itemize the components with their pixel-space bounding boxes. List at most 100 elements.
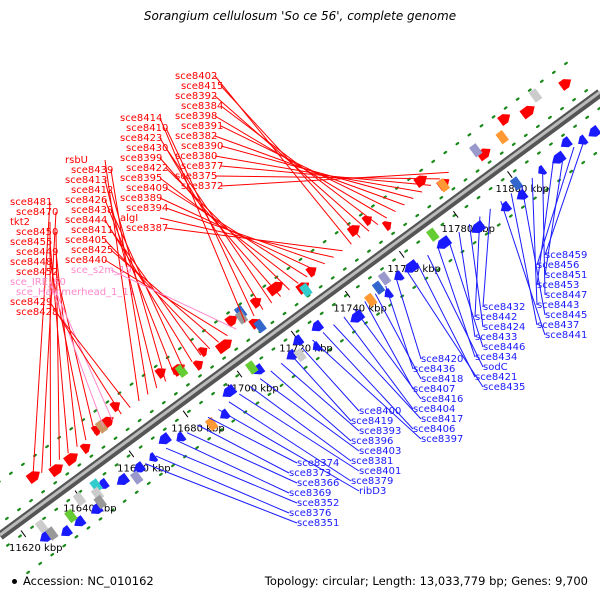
forward-gene-arrow xyxy=(48,464,63,478)
forward-gene-label: sce8390 xyxy=(181,141,223,152)
reverse-gene-label: sce8434 xyxy=(475,352,517,363)
feature-block xyxy=(371,280,386,295)
forward-label-leader xyxy=(220,171,449,187)
reverse-gene-arrow xyxy=(560,136,573,148)
forward-gene-label: sce8429 xyxy=(10,297,52,308)
feature-block xyxy=(45,526,59,541)
accession-text: Accession: NC_010162 xyxy=(12,574,154,588)
forward-gene-label: sce8389 xyxy=(120,193,162,204)
reverse-label-leader xyxy=(521,185,546,316)
reverse-gene-arrow xyxy=(436,235,453,249)
forward-gene-label: sce8455 xyxy=(10,237,52,248)
feature-block xyxy=(64,508,78,524)
reverse-gene-label: sce8456 xyxy=(537,260,579,271)
scale-tick xyxy=(20,530,27,538)
feature-block xyxy=(299,282,313,298)
forward-gene-label: sce8423 xyxy=(120,133,162,144)
reverse-gene-arrow xyxy=(588,125,600,137)
forward-label-leader xyxy=(49,261,87,441)
reverse-gene-arrow xyxy=(538,165,548,175)
forward-label-leader xyxy=(165,207,326,265)
feature-block xyxy=(509,176,524,191)
reverse-gene-arrow xyxy=(149,452,159,462)
reverse-label-leader xyxy=(165,447,298,504)
reverse-gene-label: sce8369 xyxy=(289,488,331,499)
forward-label-leader xyxy=(159,117,246,323)
reverse-gene-label: sodC xyxy=(483,362,508,373)
reverse-label-leader xyxy=(186,432,298,484)
feature-block xyxy=(426,227,440,242)
forward-label-leader xyxy=(110,269,237,330)
forward-label-leader xyxy=(220,125,396,213)
feature-block xyxy=(34,519,49,534)
reverse-gene-label: sce8436 xyxy=(413,364,455,375)
forward-gene-label: sce8438 xyxy=(71,205,113,216)
forward-gene-arrow xyxy=(192,360,204,371)
forward-gene-label: algI xyxy=(120,213,138,224)
reverse-gene-arrow xyxy=(176,431,187,442)
scale-tick-label: 11620 kbp xyxy=(9,543,62,554)
reverse-label-leader xyxy=(270,370,352,442)
feature-block xyxy=(245,360,259,375)
forward-gene-label: sce8409 xyxy=(126,183,168,194)
feature-block xyxy=(469,143,483,158)
reverse-gene-arrow xyxy=(311,319,325,332)
forward-gene-arrow xyxy=(519,105,535,120)
feature-block xyxy=(72,491,87,507)
reverse-label-leader xyxy=(312,339,422,440)
reverse-label-leader xyxy=(249,385,352,462)
reverse-gene-label: sce8419 xyxy=(351,416,393,427)
reverse-gene-label: sce8393 xyxy=(359,426,401,437)
reverse-gene-arrow xyxy=(133,461,146,473)
reverse-gene-label: sce8443 xyxy=(537,300,579,311)
reverse-gene-label: sce8451 xyxy=(545,270,587,281)
reverse-label-leader xyxy=(468,224,484,328)
feature-block xyxy=(364,292,378,308)
forward-label-leader xyxy=(104,159,140,402)
diagram-title: Sorangium cellulosum 'So ce 56', complet… xyxy=(143,9,457,23)
reverse-label-leader xyxy=(531,177,538,306)
reverse-gene-arrow xyxy=(292,334,305,346)
forward-label-leader xyxy=(104,199,175,376)
reverse-gene-label: sce8406 xyxy=(413,424,455,435)
forward-gene-label: sce8405 xyxy=(65,235,107,246)
forward-gene-arrow xyxy=(497,114,511,126)
forward-label-leader xyxy=(49,281,105,428)
forward-gene-arrow xyxy=(361,215,372,227)
forward-gene-label: sce8398 xyxy=(175,111,217,122)
scale-tick xyxy=(398,250,405,258)
reverse-label-leader xyxy=(544,139,585,256)
reverse-label-leader xyxy=(448,239,484,348)
reverse-gene-label: sce8374 xyxy=(297,458,339,469)
reverse-label-leader xyxy=(500,200,546,336)
forward-gene-label: sce8430 xyxy=(126,143,168,154)
forward-label-leader xyxy=(104,259,228,337)
forward-gene-label: sce_IRE_60 xyxy=(10,277,66,288)
reverse-label-leader xyxy=(542,170,546,296)
reverse-label-leader xyxy=(536,162,554,286)
forward-gene-arrow xyxy=(79,443,91,455)
reverse-label-leader xyxy=(155,455,290,514)
forward-gene-label: sce8448 xyxy=(10,257,52,268)
forward-gene-label: sce8481 xyxy=(10,197,52,208)
reverse-label-leader xyxy=(176,439,290,494)
scale-tick xyxy=(507,170,513,179)
feature-block xyxy=(89,478,103,493)
reverse-gene-label: sce8407 xyxy=(413,384,455,395)
reverse-label-leader xyxy=(291,355,352,422)
forward-gene-label: sce8440 xyxy=(65,255,107,266)
forward-gene-label: sce8402 xyxy=(175,71,217,82)
forward-gene-label: sce8391 xyxy=(181,121,223,132)
forward-gene-label: rsbU xyxy=(65,155,88,166)
reverse-label-leader xyxy=(458,231,476,338)
reverse-gene-label: sce8433 xyxy=(475,332,517,343)
scale-tick-label: 11640 kbp xyxy=(63,503,116,514)
reverse-gene-label: sce8417 xyxy=(421,414,463,425)
forward-label-leader xyxy=(220,105,379,225)
forward-gene-arrow xyxy=(109,402,121,413)
reverse-gene-label: sce8437 xyxy=(537,320,579,331)
reverse-gene-label: sce8381 xyxy=(351,456,393,467)
forward-gene-label: sce8415 xyxy=(181,81,223,92)
scale-tick-label: 11740 kbp xyxy=(333,304,386,315)
reverse-gene-label: sce8442 xyxy=(475,312,517,323)
